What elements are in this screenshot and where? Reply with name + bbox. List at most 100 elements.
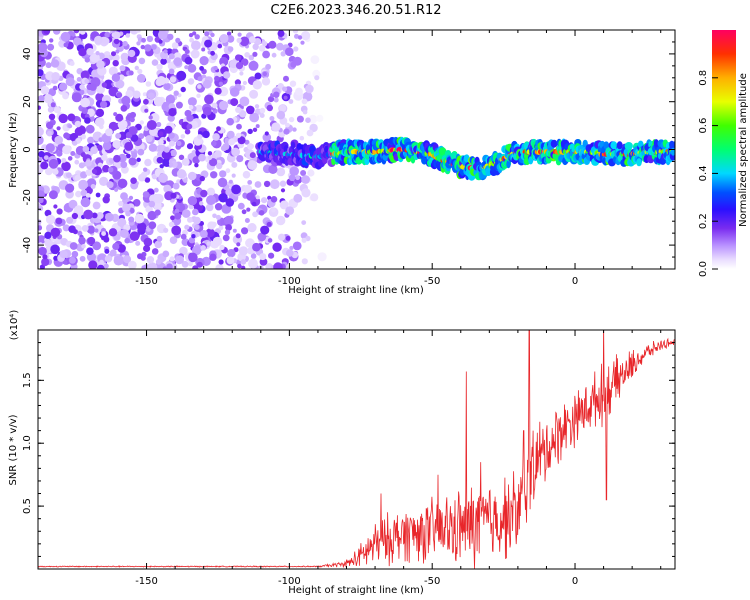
spectrogram-y-label: Frequency (Hz) (8, 112, 19, 188)
heatmap-cell (77, 230, 83, 236)
heatmap-cell (188, 33, 194, 38)
heatmap-cell (48, 113, 56, 121)
heatmap-cell (73, 30, 80, 34)
heatmap-cell (248, 54, 255, 61)
heatmap-cell (219, 34, 229, 43)
heatmap-cell (202, 79, 212, 89)
heatmap-cell (148, 221, 157, 230)
heatmap-cell (282, 86, 288, 92)
heatmap-cell (135, 30, 141, 33)
snr-x-axis: -150 -100 -50 0 (135, 330, 662, 587)
heatmap-cell (79, 255, 86, 262)
heatmap-cell (239, 36, 250, 47)
heatmap-cell (199, 175, 205, 182)
heatmap-cell (127, 260, 137, 269)
heatmap-cell (239, 96, 250, 107)
heatmap-cell (45, 143, 55, 153)
heatmap-cell (108, 228, 118, 237)
heatmap-cell (236, 242, 241, 247)
heatmap-cell (206, 187, 216, 196)
heatmap-cell (129, 231, 140, 241)
heatmap-cell (192, 208, 199, 216)
heatmap-cell (269, 179, 280, 190)
heatmap-cell (261, 77, 271, 86)
heatmap-cell (119, 229, 129, 238)
heatmap-cell (162, 266, 167, 269)
heatmap-cell (102, 37, 110, 45)
heatmap-cell (78, 48, 87, 57)
heatmap-cell (99, 100, 108, 109)
heatmap-cell (128, 126, 138, 135)
heatmap-cell (259, 258, 268, 266)
heatmap-cell (48, 88, 56, 97)
heatmap-cell (616, 141, 623, 150)
heatmap-cell (279, 180, 287, 187)
heatmap-cell (235, 54, 242, 61)
heatmap-cell (91, 212, 98, 219)
heatmap-cell (289, 80, 297, 87)
heatmap-cell (250, 253, 257, 259)
snr-x-label: Height of straight line (km) (288, 585, 424, 596)
heatmap-cell (227, 249, 236, 258)
heatmap-cell (217, 43, 223, 49)
heatmap-cell (113, 255, 124, 266)
heatmap-cell (219, 56, 229, 67)
heatmap-cell (273, 262, 283, 269)
heatmap-cell (176, 169, 187, 179)
heatmap-cell (198, 153, 206, 162)
heatmap-cell (87, 136, 95, 144)
heatmap-cell (38, 126, 44, 137)
heatmap-cell (187, 171, 197, 181)
heatmap-cell (194, 163, 199, 168)
heatmap-cell (83, 209, 94, 220)
heatmap-cell (95, 51, 100, 56)
heatmap-cell (80, 171, 88, 179)
y-tick-label: 20 (22, 95, 33, 108)
heatmap-cell (74, 174, 81, 181)
heatmap-cell (80, 97, 90, 108)
heatmap-cell (278, 233, 286, 241)
heatmap-cell (212, 133, 220, 141)
heatmap-cell (239, 110, 247, 118)
heatmap-cell (170, 215, 175, 221)
heatmap-cell (62, 92, 69, 100)
heatmap-cell (207, 221, 216, 230)
heatmap-cell (38, 246, 47, 256)
snr-y-axis: 0.5 1.0 1.5 (22, 342, 675, 557)
heatmap-cell (40, 85, 50, 95)
heatmap-cell (44, 238, 54, 248)
heatmap-cell (216, 126, 221, 132)
heatmap-cell (158, 39, 163, 44)
heatmap-cell (143, 171, 148, 176)
heatmap-cell (244, 52, 250, 58)
heatmap-cell (89, 83, 97, 91)
heatmap-cell (259, 253, 267, 261)
heatmap-cell (242, 170, 251, 179)
heatmap-cell (235, 106, 242, 113)
heatmap-cell (305, 117, 311, 123)
heatmap-cell (56, 208, 63, 215)
heatmap-cell (168, 103, 176, 110)
heatmap-cell (180, 233, 187, 240)
heatmap-cell (276, 169, 284, 177)
heatmap-cell (86, 48, 94, 56)
heatmap-cell (300, 170, 307, 176)
heatmap-cell (38, 95, 45, 102)
heatmap-cell (79, 84, 85, 90)
heatmap-cell (164, 191, 174, 201)
y-tick-label: 1.0 (22, 435, 33, 451)
y-tick-label: 40 (22, 48, 33, 61)
heatmap-cell (183, 178, 188, 183)
heatmap-cell (151, 248, 159, 255)
heatmap-cell (260, 225, 270, 235)
heatmap-cell (63, 132, 70, 139)
heatmap-cell (268, 164, 278, 174)
heatmap-cell (74, 205, 84, 215)
heatmap-cell (90, 146, 98, 155)
heatmap-cell (234, 79, 241, 86)
heatmap-cell (58, 113, 68, 124)
heatmap-cell (206, 241, 211, 246)
heatmap-cell (135, 240, 141, 246)
heatmap-cell (270, 196, 278, 203)
heatmap-cell (48, 158, 59, 169)
